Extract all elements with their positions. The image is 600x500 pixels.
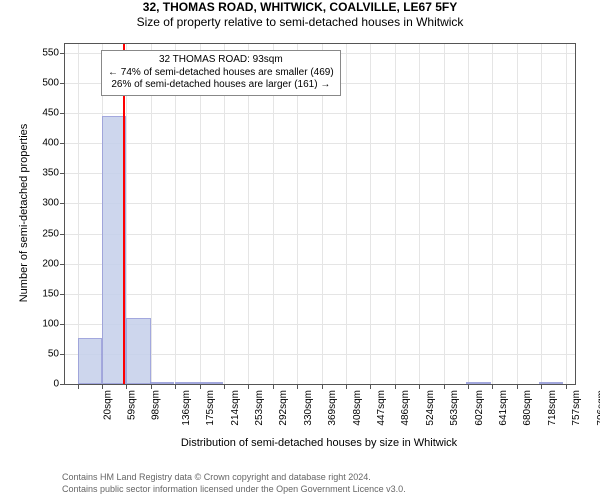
chart-subtitle: Size of property relative to semi-detach… bbox=[0, 15, 600, 30]
grid-line-h bbox=[65, 203, 575, 204]
grid-line-v bbox=[346, 44, 347, 384]
xtick-mark bbox=[151, 384, 152, 389]
xtick-mark bbox=[370, 384, 371, 389]
plot-area: 05010015020025030035040045050055020sqm59… bbox=[64, 43, 576, 385]
xtick-mark bbox=[444, 384, 445, 389]
xtick-mark bbox=[297, 384, 298, 389]
histogram-bar bbox=[466, 382, 490, 384]
xtick-label: 369sqm bbox=[327, 390, 338, 426]
xtick-label: 602sqm bbox=[474, 390, 485, 426]
xtick-label: 486sqm bbox=[400, 390, 411, 426]
xtick-label: 175sqm bbox=[205, 390, 216, 426]
xtick-label: 524sqm bbox=[425, 390, 436, 426]
xtick-mark bbox=[102, 384, 103, 389]
xtick-mark bbox=[541, 384, 542, 389]
xtick-mark bbox=[175, 384, 176, 389]
xtick-label: 408sqm bbox=[352, 390, 363, 426]
xtick-label: 641sqm bbox=[498, 390, 509, 426]
xtick-label: 253sqm bbox=[254, 390, 265, 426]
grid-line-v bbox=[370, 44, 371, 384]
histogram-bar bbox=[150, 382, 174, 384]
xtick-label: 718sqm bbox=[547, 390, 558, 426]
grid-line-v bbox=[444, 44, 445, 384]
grid-line-v bbox=[395, 44, 396, 384]
ytick-label: 100 bbox=[42, 318, 65, 329]
xtick-label: 563sqm bbox=[449, 390, 460, 426]
xtick-label: 447sqm bbox=[376, 390, 387, 426]
ytick-label: 250 bbox=[42, 228, 65, 239]
xtick-label: 796sqm bbox=[596, 390, 600, 426]
chart-title: 32, THOMAS ROAD, WHITWICK, COALVILLE, LE… bbox=[0, 0, 600, 15]
histogram-bar bbox=[126, 318, 150, 384]
legend-larger-text: 26% of semi-detached houses are larger (… bbox=[108, 79, 334, 92]
chart-container: { "chart": { "type": "histogram", "title… bbox=[0, 0, 600, 500]
x-axis-label: Distribution of semi-detached houses by … bbox=[64, 437, 574, 449]
grid-line-h bbox=[65, 294, 575, 295]
ytick-label: 50 bbox=[48, 348, 65, 359]
grid-line-h bbox=[65, 173, 575, 174]
grid-line-v bbox=[541, 44, 542, 384]
xtick-mark bbox=[126, 384, 127, 389]
xtick-mark bbox=[566, 384, 567, 389]
ytick-label: 300 bbox=[42, 198, 65, 209]
ytick-label: 0 bbox=[53, 379, 65, 390]
xtick-mark bbox=[492, 384, 493, 389]
grid-line-v bbox=[517, 44, 518, 384]
xtick-label: 292sqm bbox=[278, 390, 289, 426]
xtick-label: 98sqm bbox=[151, 390, 162, 420]
xtick-mark bbox=[419, 384, 420, 389]
xtick-mark bbox=[322, 384, 323, 389]
grid-line-h bbox=[65, 143, 575, 144]
grid-line-v bbox=[419, 44, 420, 384]
xtick-label: 757sqm bbox=[571, 390, 582, 426]
grid-line-v bbox=[566, 44, 567, 384]
xtick-label: 680sqm bbox=[522, 390, 533, 426]
xtick-mark bbox=[78, 384, 79, 389]
grid-line-h bbox=[65, 113, 575, 114]
histogram-bar bbox=[78, 338, 102, 384]
xtick-mark bbox=[517, 384, 518, 389]
xtick-label: 330sqm bbox=[303, 390, 314, 426]
legend-box: 32 THOMAS ROAD: 93sqm ← 74% of semi-deta… bbox=[101, 50, 341, 96]
histogram-bar bbox=[175, 382, 199, 384]
xtick-mark bbox=[468, 384, 469, 389]
xtick-mark bbox=[395, 384, 396, 389]
ytick-label: 350 bbox=[42, 168, 65, 179]
xtick-mark bbox=[224, 384, 225, 389]
footnote-line1: Contains HM Land Registry data © Crown c… bbox=[62, 472, 406, 484]
grid-line-h bbox=[65, 264, 575, 265]
y-axis-label: Number of semi-detached properties bbox=[18, 124, 30, 303]
legend-title: 32 THOMAS ROAD: 93sqm bbox=[108, 54, 334, 67]
grid-line-v bbox=[468, 44, 469, 384]
xtick-label: 59sqm bbox=[126, 390, 137, 420]
xtick-mark bbox=[200, 384, 201, 389]
footnote-line2: Contains public sector information licen… bbox=[62, 484, 406, 496]
xtick-label: 214sqm bbox=[230, 390, 241, 426]
grid-line-v bbox=[78, 44, 79, 384]
ytick-label: 200 bbox=[42, 258, 65, 269]
histogram-bar bbox=[539, 382, 563, 384]
ytick-label: 400 bbox=[42, 138, 65, 149]
xtick-mark bbox=[248, 384, 249, 389]
ytick-label: 150 bbox=[42, 288, 65, 299]
ytick-label: 450 bbox=[42, 108, 65, 119]
ytick-label: 550 bbox=[42, 48, 65, 59]
histogram-bar bbox=[199, 382, 223, 384]
legend-smaller-text: ← 74% of semi-detached houses are smalle… bbox=[108, 67, 334, 80]
xtick-label: 136sqm bbox=[181, 390, 192, 426]
xtick-label: 20sqm bbox=[102, 390, 113, 420]
ytick-label: 500 bbox=[42, 78, 65, 89]
footnote: Contains HM Land Registry data © Crown c… bbox=[62, 472, 406, 495]
xtick-mark bbox=[273, 384, 274, 389]
grid-line-v bbox=[492, 44, 493, 384]
grid-line-h bbox=[65, 234, 575, 235]
xtick-mark bbox=[346, 384, 347, 389]
